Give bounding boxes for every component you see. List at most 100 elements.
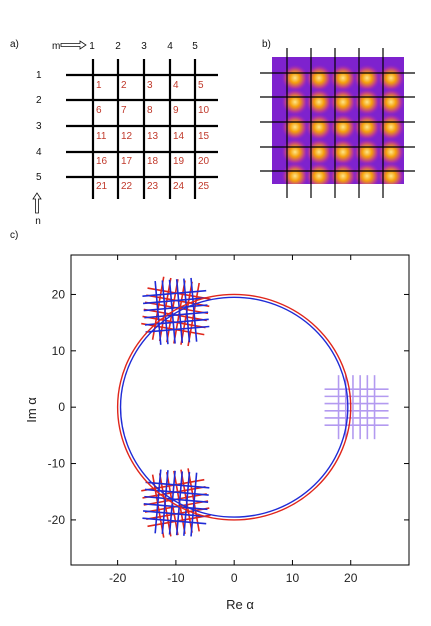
panel-c-label: c) [10, 230, 19, 241]
grid-line [190, 277, 198, 342]
circle-curve-blue [119, 296, 349, 518]
heatmap-spots [281, 64, 404, 184]
cell-number: 15 [198, 131, 210, 142]
cell-number: 24 [173, 181, 185, 192]
cell-number: 20 [198, 156, 210, 167]
heatmap-spot [377, 138, 404, 166]
x-axis-label: Re α [226, 597, 254, 612]
circle-curves [116, 293, 352, 521]
x-tick-label: 0 [231, 571, 238, 585]
circle-curve-red [116, 293, 352, 521]
cell-number: 14 [173, 131, 185, 142]
heatmap-spot [281, 138, 309, 166]
row-label: 5 [36, 172, 42, 183]
axis-ticks: -20 -10 0 10 20 -20 -10 0 10 20 [48, 255, 409, 585]
heatmap-spot [281, 162, 309, 184]
x-tick-label: 20 [344, 571, 358, 585]
cell-number: 4 [173, 80, 179, 91]
heatmap-spot [329, 162, 357, 184]
lattice-grids [141, 276, 389, 538]
heatmap-spot [353, 113, 381, 141]
row-label: 1 [36, 70, 42, 81]
cell-number: 18 [147, 156, 159, 167]
cell-number: 16 [96, 156, 108, 167]
lattice-grid-red [141, 468, 211, 538]
heatmap-spot [353, 64, 381, 92]
heatmap-spot [281, 113, 309, 141]
grid-line [154, 469, 162, 534]
cell-number: 5 [198, 80, 204, 91]
heatmap-spot [353, 88, 381, 116]
grid-line [143, 503, 208, 511]
grid-line [183, 278, 191, 343]
m-label: m [52, 41, 60, 52]
grid-line [190, 472, 198, 537]
cell-number: 13 [147, 131, 159, 142]
grid-line [144, 495, 209, 503]
plot-frame [70, 254, 410, 566]
heatmap-spot [377, 162, 404, 184]
cell-number: 19 [173, 156, 185, 167]
panel-b-label: b) [262, 39, 271, 50]
panel-b-heatmap [260, 48, 415, 198]
y-tick-label: 20 [52, 287, 66, 301]
panel-c-chart: -20 -10 0 10 20 -20 -10 0 10 20 Re α Im α [24, 254, 410, 612]
grid-line [143, 297, 207, 305]
grid-line [161, 470, 169, 535]
y-tick-label: 10 [52, 344, 66, 358]
cell-number: 21 [96, 181, 108, 192]
y-tick-label: -10 [48, 457, 66, 471]
heatmap-grid [260, 48, 415, 198]
col-label: 5 [192, 41, 198, 52]
heatmap-spot [329, 138, 357, 166]
cell-number: 17 [121, 156, 133, 167]
row-label: 3 [36, 121, 42, 132]
lattice-grid-lilac [324, 375, 389, 440]
y-axis-label: Im α [24, 397, 39, 423]
cell-number: 1 [96, 80, 102, 91]
y-tick-label: 0 [58, 400, 65, 414]
grid-line [154, 280, 162, 345]
cell-number: 22 [121, 181, 133, 192]
heatmap-spot [305, 162, 333, 184]
cell-number: 3 [147, 80, 153, 91]
panel-a-label: a) [10, 39, 19, 50]
col-label: 1 [89, 41, 95, 52]
heatmap-spot [305, 113, 333, 141]
grid-line [145, 325, 210, 333]
grid-line [144, 311, 209, 319]
x-tick-label: 10 [286, 571, 300, 585]
heatmap-spot [353, 162, 381, 184]
cell-number: 6 [96, 105, 102, 116]
lattice-grid [66, 59, 218, 199]
grid-line [143, 510, 207, 518]
heatmap-spot [377, 113, 404, 141]
cell-number: 8 [147, 105, 153, 116]
x-tick-label: -20 [109, 571, 127, 585]
cell-number: 10 [198, 105, 210, 116]
cell-number: 23 [147, 181, 159, 192]
col-label: 2 [115, 41, 121, 52]
row-label: 4 [36, 147, 42, 158]
heatmap-spot [377, 88, 404, 116]
grid-line [142, 289, 207, 298]
grid-line [183, 471, 191, 536]
heatmap-spot [305, 64, 333, 92]
cell-number: 7 [121, 105, 127, 116]
x-tick-label: -10 [167, 571, 185, 585]
grid-line [145, 481, 210, 489]
heatmap-spot [281, 88, 309, 116]
heatmap-spot [329, 88, 357, 116]
cell-number: 12 [121, 131, 133, 142]
cell-number: 11 [96, 131, 107, 142]
cell-number: 25 [198, 181, 210, 192]
cell-number: 9 [173, 105, 179, 116]
heatmap-spot [377, 64, 404, 92]
heatmap-spot [329, 113, 357, 141]
heatmap-spot [329, 64, 357, 92]
m-arrow-icon [60, 40, 87, 50]
heatmap-spot [281, 64, 309, 92]
lattice-grid-red [141, 276, 211, 347]
